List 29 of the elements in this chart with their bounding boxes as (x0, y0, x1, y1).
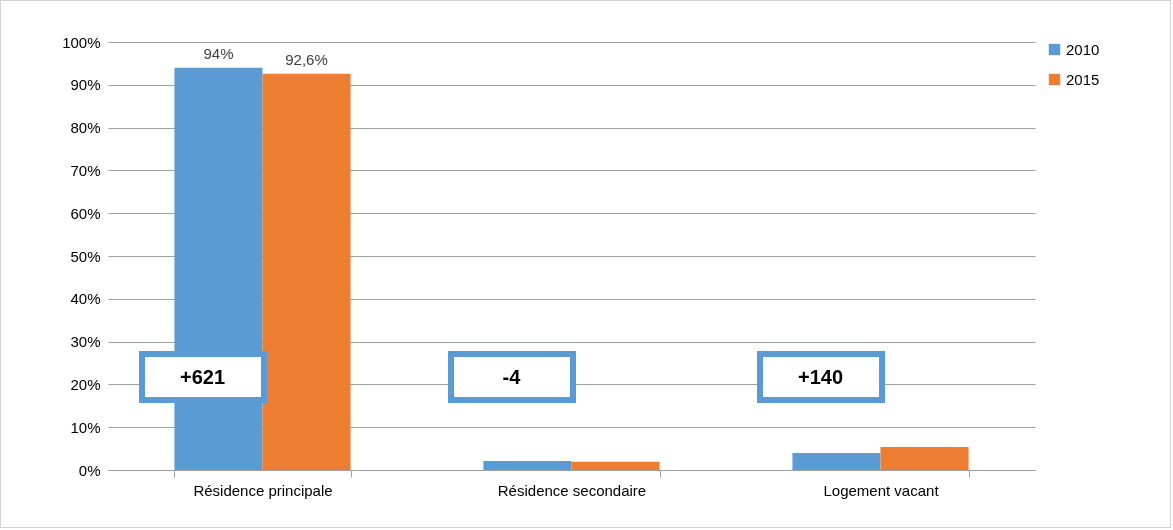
y-tick-label: 100% (62, 33, 101, 51)
bar (483, 461, 572, 470)
x-tick-label: Logement vacant (823, 481, 940, 499)
note-frame: +140 (756, 351, 885, 403)
bar (880, 446, 969, 470)
y-tick-label: 0% (78, 461, 101, 479)
annotation: -4 (502, 365, 521, 389)
x-tick-label: Résidence principale (193, 481, 333, 499)
y-tick-label: 50% (70, 247, 101, 265)
x-tick-label: Résidence secondaire (497, 481, 647, 499)
legend-label: 2015 (1066, 70, 1100, 88)
legend-label: 2010 (1066, 40, 1100, 58)
y-tick-label: 80% (70, 119, 101, 137)
bar (792, 452, 881, 470)
annotation: +140 (797, 365, 844, 389)
bar (571, 461, 660, 470)
y-tick-label: 20% (70, 375, 101, 393)
y-tick-label: 90% (70, 76, 101, 94)
annotation: +621 (179, 365, 226, 389)
y-tick-label: 70% (70, 161, 101, 179)
y-tick-label: 40% (70, 290, 101, 308)
bar (262, 73, 351, 470)
y-tick-label: 60% (70, 204, 101, 222)
note-frame: +621 (138, 351, 267, 403)
y-tick-label: 10% (70, 418, 101, 436)
y-tick-label: 30% (70, 333, 101, 351)
data-label: 94% (203, 44, 234, 62)
data-label: 92,6% (285, 50, 328, 68)
note-frame: -4 (447, 351, 576, 403)
